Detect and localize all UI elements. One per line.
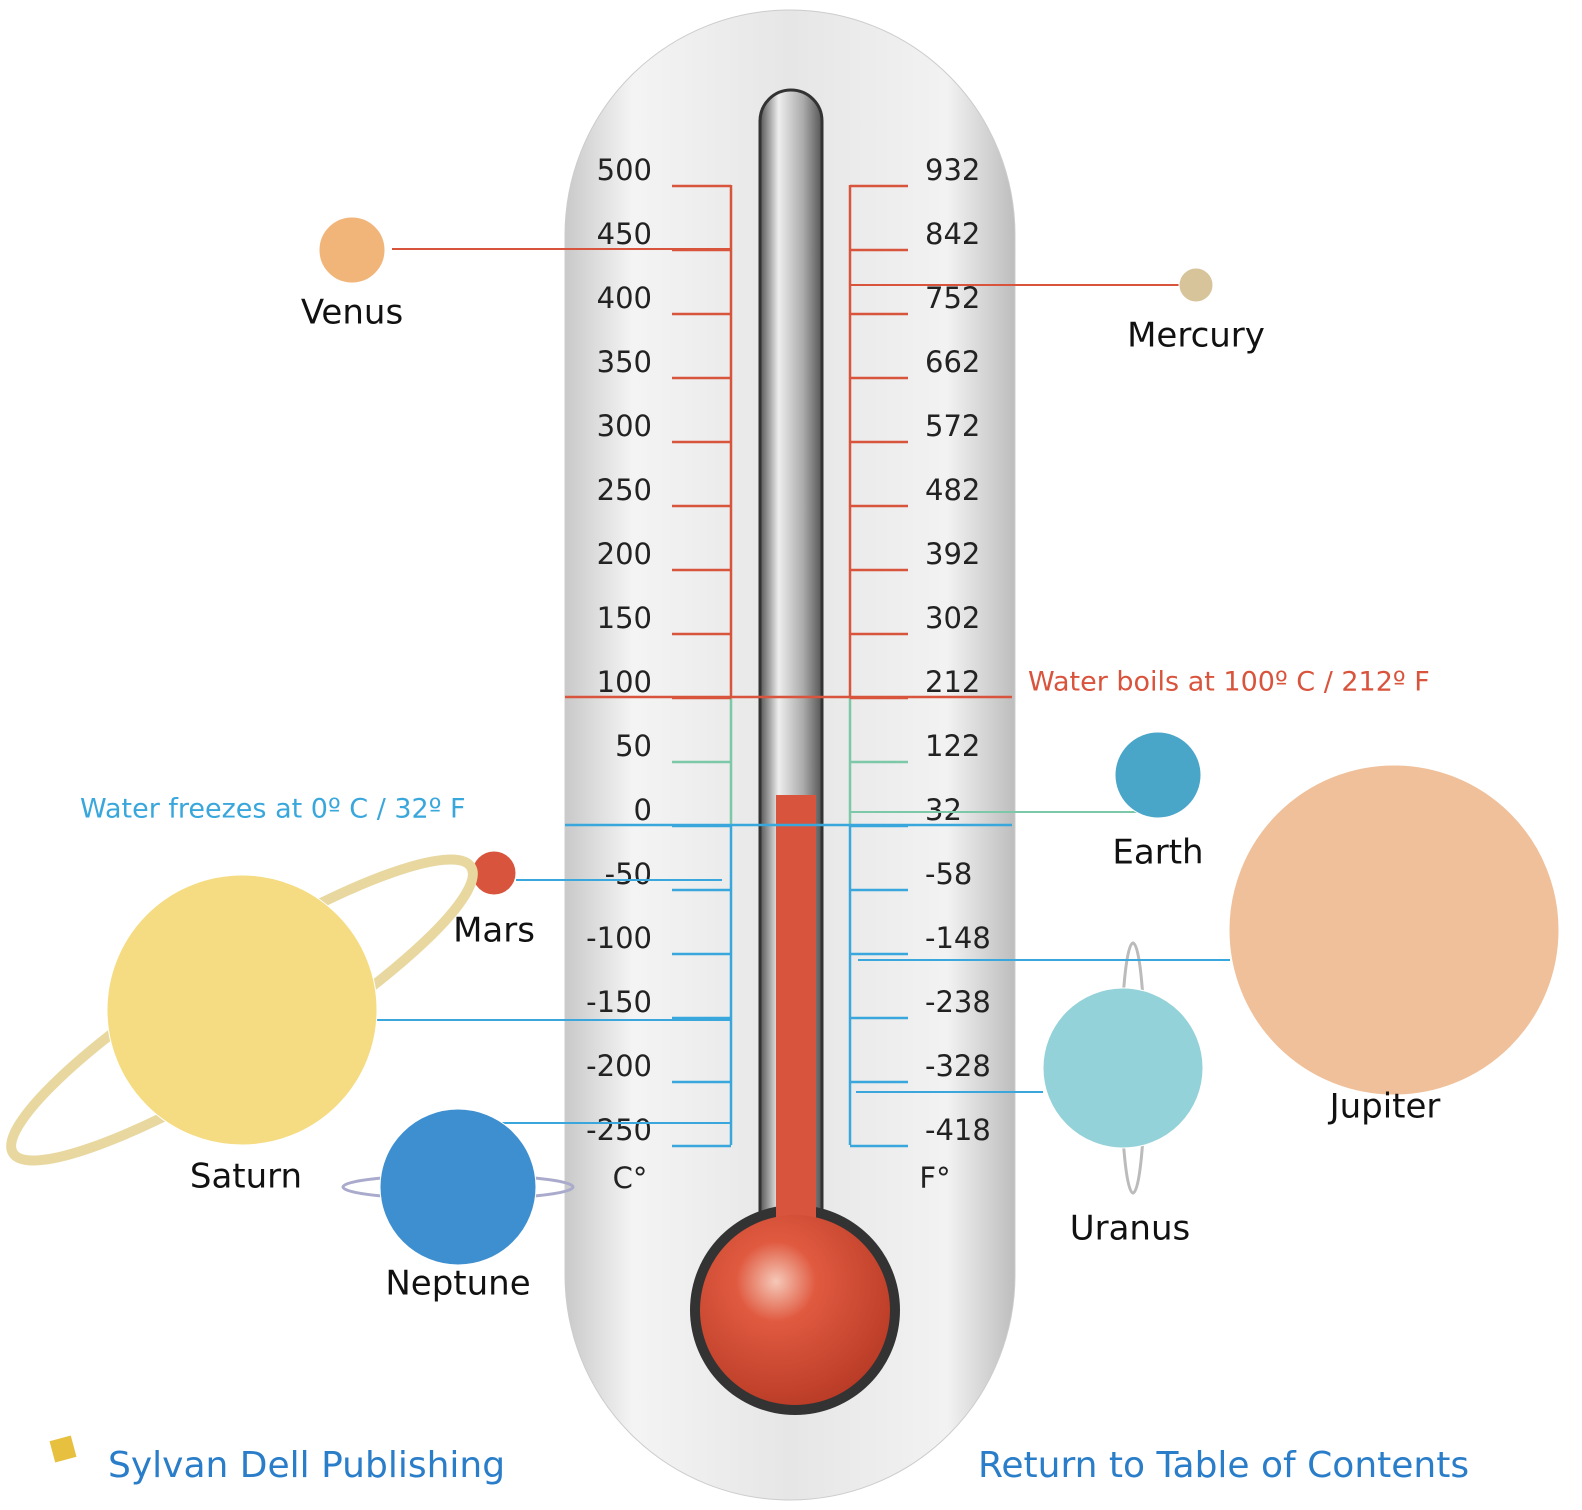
- planet: [472, 851, 516, 895]
- planet-name: Earth: [1112, 833, 1203, 873]
- planet: [1043, 988, 1203, 1148]
- toc-link[interactable]: Return to Table of Contents: [978, 1445, 1469, 1486]
- f-label: 482: [925, 473, 980, 507]
- f-label: 122: [925, 729, 980, 763]
- c-label: 200: [597, 537, 652, 571]
- f-unit: F°: [919, 1161, 950, 1195]
- c-label: 150: [597, 601, 652, 635]
- freeze-note: Water freezes at 0º C / 32º F: [80, 794, 466, 825]
- f-label: -238: [925, 985, 991, 1019]
- planet-name: Jupiter: [1328, 1087, 1441, 1127]
- f-label: 752: [925, 281, 980, 315]
- f-label: -328: [925, 1049, 991, 1083]
- planet-name: Neptune: [385, 1264, 530, 1304]
- planet: [1229, 765, 1559, 1095]
- c-label: 450: [597, 217, 652, 251]
- c-label: -150: [586, 985, 652, 1019]
- publisher: Sylvan Dell Publishing: [50, 1436, 506, 1486]
- c-label: 0: [634, 793, 652, 827]
- f-label: 662: [925, 345, 980, 379]
- c-label: -200: [586, 1049, 652, 1083]
- f-label: -418: [925, 1113, 991, 1147]
- planet-name: Saturn: [190, 1157, 302, 1197]
- c-unit: C°: [613, 1161, 648, 1195]
- c-label: 250: [597, 473, 652, 507]
- f-label: 32: [925, 793, 962, 827]
- f-label: 932: [925, 153, 980, 187]
- c-label: 350: [597, 345, 652, 379]
- c-label: 500: [597, 153, 652, 187]
- planet-name: Mars: [453, 911, 535, 951]
- page: Water boils at 100º C / 212º F Water fre…: [0, 0, 1582, 1506]
- f-label: 302: [925, 601, 980, 635]
- f-label: 212: [925, 665, 980, 699]
- c-label: 50: [615, 729, 652, 763]
- c-label: -50: [605, 857, 652, 891]
- planet: [380, 1109, 536, 1265]
- c-label: 300: [597, 409, 652, 443]
- c-label: -250: [586, 1113, 652, 1147]
- c-label: -100: [586, 921, 652, 955]
- f-label: -148: [925, 921, 991, 955]
- planet: [1115, 732, 1201, 818]
- publisher-name: Sylvan Dell Publishing: [108, 1445, 505, 1486]
- planet-name: Venus: [301, 293, 403, 333]
- planet-name: Uranus: [1070, 1209, 1191, 1249]
- planet: [319, 217, 385, 283]
- boil-note: Water boils at 100º C / 212º F: [1028, 667, 1430, 698]
- planet: [107, 875, 377, 1145]
- c-label: 400: [597, 281, 652, 315]
- planet: [1179, 268, 1213, 302]
- f-label: 842: [925, 217, 980, 251]
- f-label: -58: [925, 857, 972, 891]
- planet-name: Mercury: [1127, 316, 1265, 356]
- bulb: [700, 1215, 890, 1405]
- liquid: [776, 795, 816, 1235]
- f-label: 392: [925, 537, 980, 571]
- f-label: 572: [925, 409, 980, 443]
- c-label: 100: [597, 665, 652, 699]
